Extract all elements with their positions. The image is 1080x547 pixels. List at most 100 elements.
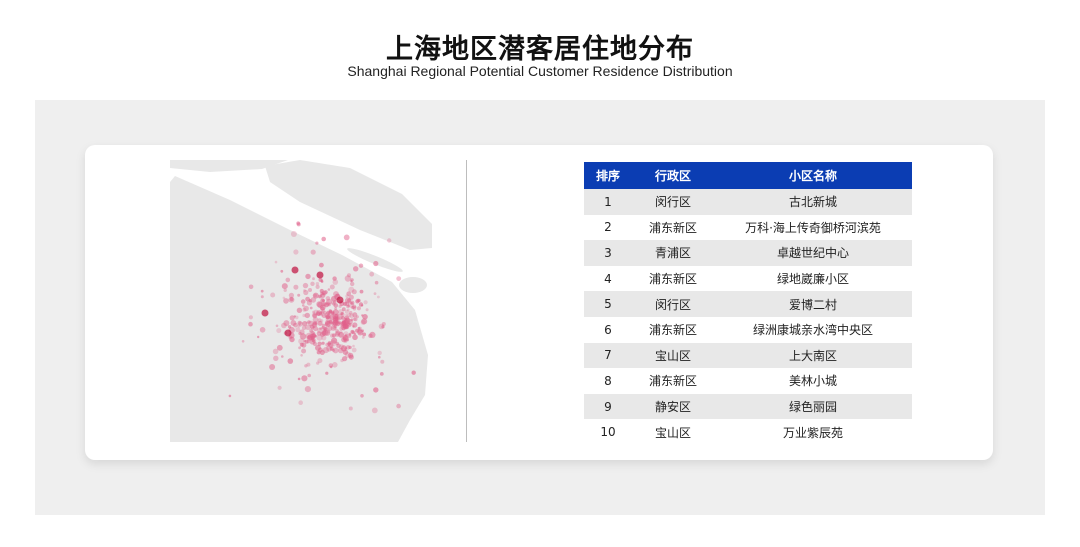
density-point: [319, 262, 324, 268]
density-point: [396, 276, 402, 281]
density-point: [340, 321, 345, 326]
density-point: [283, 298, 289, 304]
density-point: [347, 298, 352, 303]
density-point: [298, 321, 304, 327]
density-point: [330, 325, 336, 331]
top-communities-table: 排序 行政区 小区名称 1 闵行区 古北新城 2 浦东新区 万科·海上传奇御桥河滨苑 3 青浦…: [584, 162, 912, 445]
density-point: [307, 320, 311, 324]
density-point: [259, 327, 266, 333]
density-point: [357, 326, 361, 330]
rank-cell: 4: [604, 271, 612, 286]
density-point: [329, 310, 333, 314]
density-point: [305, 321, 308, 324]
density-point: [362, 314, 368, 320]
density-point: [306, 362, 311, 367]
density-point: [328, 320, 333, 324]
rank-cell: 3: [584, 240, 632, 266]
density-point: [329, 346, 334, 351]
density-point: [340, 312, 345, 317]
density-point: [274, 260, 278, 264]
density-point: [342, 349, 349, 355]
density-point: [352, 307, 356, 311]
density-point: [300, 333, 307, 340]
district-cell: 青浦区: [632, 240, 714, 266]
page-subtitle: Shanghai Regional Potential Customer Res…: [347, 63, 733, 79]
density-point: [282, 296, 286, 300]
density-point: [298, 400, 303, 405]
density-point: [310, 249, 316, 255]
density-point: [321, 313, 327, 319]
header-rank: 排序: [584, 162, 632, 189]
density-point: [315, 282, 320, 286]
rank-cell: 5: [584, 291, 632, 317]
density-point: [313, 326, 318, 332]
table-row: 4 浦东新区 绿地崴廉小区: [584, 266, 912, 292]
community-cell: 古北新城: [714, 189, 912, 215]
density-point: [352, 344, 355, 348]
density-point: [323, 290, 328, 295]
density-point: [344, 309, 349, 314]
density-point: [332, 319, 339, 326]
density-point: [320, 310, 324, 315]
density-point: [341, 316, 345, 320]
density-point: [324, 322, 329, 327]
density-point: [293, 315, 296, 318]
density-point: [369, 331, 376, 338]
density-point: [348, 345, 352, 350]
density-point: [281, 283, 288, 290]
density-point: [330, 301, 334, 305]
density-point: [290, 320, 297, 326]
density-point: [332, 348, 335, 352]
density-point: [301, 342, 307, 348]
density-point: [319, 294, 323, 297]
density-point: [332, 325, 338, 330]
density-point: [296, 307, 303, 313]
density-point: [328, 363, 333, 368]
density-point: [352, 317, 357, 321]
density-point: [322, 329, 329, 336]
density-point: [353, 266, 359, 272]
density-point: [331, 333, 336, 338]
density-point: [319, 304, 326, 311]
density-point: [325, 371, 329, 375]
district-cell: 宝山区: [632, 342, 714, 369]
density-point: [298, 338, 305, 345]
density-point: [311, 322, 318, 328]
density-point: [321, 302, 325, 307]
density-point: [352, 312, 358, 318]
density-point: [248, 315, 253, 320]
density-point: [326, 310, 331, 316]
density-point: [260, 289, 264, 293]
density-point: [289, 336, 295, 343]
density-point: [352, 304, 357, 309]
density-point: [351, 330, 356, 335]
table-row: 6 浦东新区 绿洲康城亲水湾中央区: [584, 317, 912, 343]
density-point: [316, 331, 322, 336]
density-point: [320, 319, 324, 323]
density-point: [349, 313, 354, 319]
density-point: [340, 358, 344, 363]
density-point: [332, 309, 339, 315]
density-point: [321, 323, 326, 328]
district-cell: 宝山区: [654, 425, 691, 440]
density-point: [316, 334, 323, 341]
density-point: [277, 385, 282, 390]
density-point: [269, 364, 276, 370]
density-point: [347, 304, 350, 308]
density-point: [378, 323, 385, 330]
density-point: [387, 238, 392, 243]
density-point: [289, 315, 295, 321]
density-point: [320, 291, 324, 296]
density-point: [302, 321, 308, 327]
density-point: [311, 327, 314, 330]
density-point: [300, 299, 306, 304]
density-point: [350, 318, 354, 322]
density-point: [303, 305, 309, 312]
density-point: [343, 331, 349, 337]
density-point: [281, 322, 287, 329]
density-point: [321, 236, 326, 242]
density-point: [327, 320, 331, 324]
density-point: [329, 313, 336, 320]
density-point: [340, 312, 344, 315]
density-point: [289, 297, 294, 302]
